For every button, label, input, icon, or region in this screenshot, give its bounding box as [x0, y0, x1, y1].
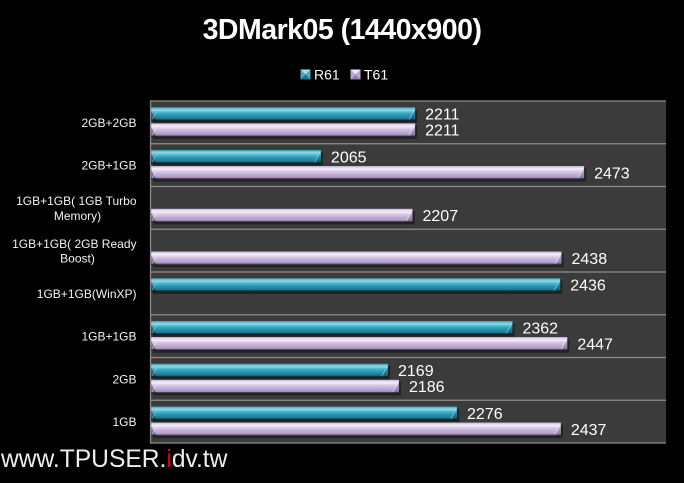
svg-text:2438: 2438	[572, 251, 608, 268]
svg-text:2186: 2186	[409, 379, 445, 396]
svg-text:1GB+1GB(WinXP): 1GB+1GB(WinXP)	[37, 287, 137, 301]
svg-text:2GB+2GB: 2GB+2GB	[81, 116, 136, 130]
svg-text:2GB: 2GB	[112, 372, 136, 386]
svg-text:1GB+1GB( 1GB Turbo: 1GB+1GB( 1GB Turbo	[16, 194, 137, 208]
svg-text:2207: 2207	[423, 208, 459, 225]
svg-text:Memory): Memory)	[54, 209, 101, 223]
svg-text:2362: 2362	[522, 320, 558, 337]
svg-text:2437: 2437	[571, 422, 607, 439]
svg-text:2436: 2436	[570, 278, 606, 295]
svg-text:R61: R61	[314, 67, 340, 83]
svg-text:2169: 2169	[398, 363, 434, 380]
svg-text:2447: 2447	[577, 336, 613, 353]
svg-text:www.TPUSER.idv.tw: www.TPUSER.idv.tw	[0, 446, 228, 473]
svg-text:2276: 2276	[467, 406, 503, 423]
svg-text:1GB+1GB( 2GB Ready: 1GB+1GB( 2GB Ready	[12, 237, 136, 251]
svg-text:T61: T61	[364, 67, 388, 83]
svg-text:1GB: 1GB	[112, 415, 136, 429]
svg-text:2211: 2211	[425, 123, 460, 140]
svg-text:Boost): Boost)	[60, 252, 95, 266]
svg-text:2473: 2473	[594, 165, 630, 182]
svg-text:3DMark05 (1440x900): 3DMark05 (1440x900)	[203, 14, 482, 46]
svg-text:2GB+1GB: 2GB+1GB	[81, 159, 136, 173]
svg-text:2065: 2065	[331, 149, 367, 166]
svg-text:1GB+1GB: 1GB+1GB	[81, 330, 136, 344]
svg-text:2211: 2211	[425, 107, 460, 124]
